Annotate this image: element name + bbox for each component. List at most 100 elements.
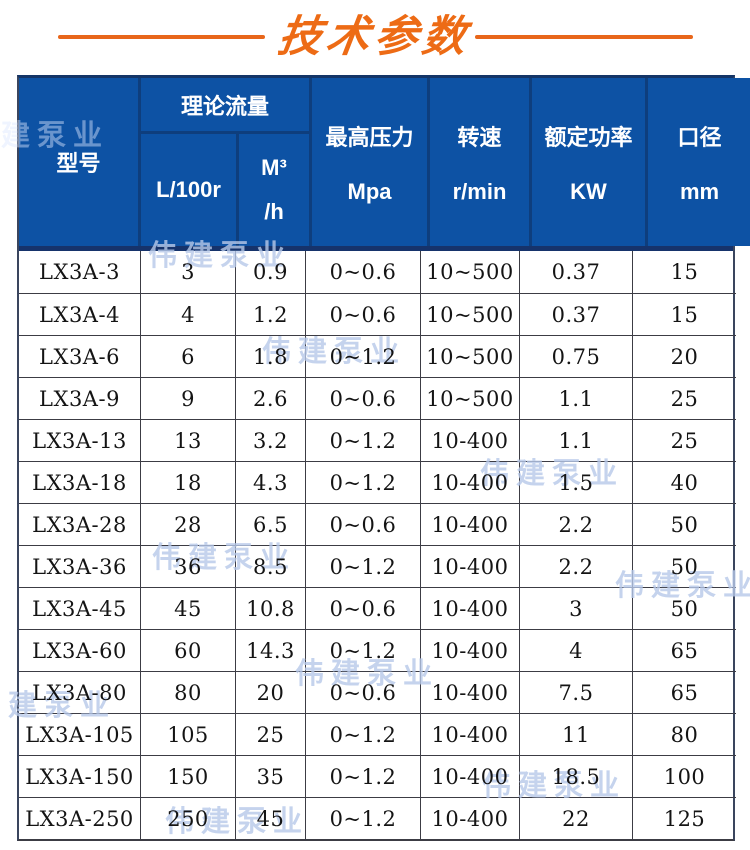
header-flow-m3-label: M³ [261,155,287,180]
cell-flow-m3h: 4.3 [235,461,305,503]
cell-flow-m3h: 25 [235,713,305,755]
cell-pressure: 0~0.6 [305,293,420,335]
cell-model: LX3A-6 [19,335,140,377]
title-rule-left [58,35,265,39]
cell-model: LX3A-150 [19,755,140,797]
header-flow-m3h: M³ /h [239,134,309,246]
cell-bore: 25 [632,419,736,461]
table-row: LX3A-105 105 25 0~1.2 10-400 11 80 [19,713,736,755]
page-header: 技术参数 [0,0,750,70]
cell-flow-l100r: 80 [140,671,235,713]
cell-speed: 10~500 [420,251,519,293]
cell-power: 3 [519,587,632,629]
table-row: LX3A-80 80 20 0~0.6 10-400 7.5 65 [19,671,736,713]
cell-speed: 10-400 [420,461,519,503]
header-power-label: 额定功率 [544,124,633,150]
cell-model: LX3A-3 [39,260,120,284]
cell-pressure: 0~1.2 [305,461,420,503]
cell-flow-m3h: 35 [235,755,305,797]
table-row: LX3A-60 60 14.3 0~1.2 10-400 4 65 [19,629,736,671]
cell-pressure: 0~1.2 [305,419,420,461]
cell-power: 2.2 [519,503,632,545]
cell-power: 0.37 [519,251,632,293]
cell-pressure: 0~1.2 [305,797,420,839]
cell-model: LX3A-80 [19,671,140,713]
cell-speed: 10~500 [420,335,519,377]
cell-flow-m3h: 3.2 [235,419,305,461]
cell-flow-l100r: 150 [140,755,235,797]
header-model: 型号 [19,78,138,246]
cell-pressure: 0~0.6 [305,377,420,419]
cell-flow-l100r: 18 [140,461,235,503]
cell-model: LX3A-60 [19,629,140,671]
table-body: LX3A-3 3 0.9 0~0.6 10~500 0.37 15 LX3A-4… [19,251,736,839]
table-row: LX3A-4 4 1.2 0~0.6 10~500 0.37 15 [19,293,736,335]
cell-speed: 10-400 [420,419,519,461]
cell-flow-m3h: 14.3 [235,629,305,671]
header-flow-l100r: L/100r [141,134,236,246]
cell-flow-l100r: 3 [140,251,235,293]
cell-bore: 50 [632,545,736,587]
header-power: 额定功率 KW [532,78,645,246]
cell-model: LX3A-36 [19,545,140,587]
cell-model: LX3A-13 [19,419,140,461]
cell-bore: 40 [632,461,736,503]
cell-flow-l100r: 13 [140,419,235,461]
cell-pressure: 0~0.6 [305,671,420,713]
cell-flow-l100r: 45 [140,587,235,629]
cell-speed: 10-400 [420,755,519,797]
cell-speed: 10-400 [420,545,519,587]
table-row: LX3A-18 18 4.3 0~1.2 10-400 1.5 40 [19,461,736,503]
cell-power: 0.37 [519,293,632,335]
cell-speed: 10-400 [420,797,519,839]
header-bore-unit: mm [679,178,720,204]
cell-bore: 65 [632,629,736,671]
table-row: LX3A-36 36 8.5 0~1.2 10-400 2.2 50 [19,545,736,587]
table-header: 型号 理论流量 L/100r M³ /h 最高压力 Mpa 转速 r/min 额… [19,78,750,251]
cell-power: 0.75 [519,335,632,377]
cell-power: 22 [519,797,632,839]
cell-bore: 80 [632,713,736,755]
table-row: LX3A-150 150 35 0~1.2 10-400 18.5 100 [19,755,736,797]
cell-flow-l100r: 36 [140,545,235,587]
cell-pressure: 0~0.6 [305,503,420,545]
header-power-unit: KW [570,178,607,204]
table-row: LX3A-250 250 45 0~1.2 10-400 22 125 [19,797,736,839]
cell-pressure: 0~1.2 [305,335,420,377]
cell-flow-m3h: 1.8 [235,335,305,377]
cell-power: 1.5 [519,461,632,503]
cell-pressure: 0~1.2 [305,755,420,797]
cell-model: LX3A-45 [19,587,140,629]
cell-flow-l100r: 60 [140,629,235,671]
cell-bore: 15 [632,293,736,335]
cell-flow-m3h: 2.6 [235,377,305,419]
cell-bore: 100 [632,755,736,797]
cell-power: 2.2 [519,545,632,587]
cell-model: LX3A-4 [19,293,140,335]
table-row: LX3A-3 3 0.9 0~0.6 10~500 0.37 15 [19,251,733,293]
cell-pressure: 0~1.2 [305,713,420,755]
cell-model: LX3A-18 [19,461,140,503]
cell-power: 11 [519,713,632,755]
cell-bore: 125 [632,797,736,839]
table-row: LX3A-28 28 6.5 0~0.6 10-400 2.2 50 [19,503,736,545]
cell-flow-m3h: 10.8 [235,587,305,629]
cell-power: 4 [519,629,632,671]
table-row: LX3A-45 45 10.8 0~0.6 10-400 3 50 [19,587,736,629]
cell-bore: 50 [632,503,736,545]
cell-speed: 10~500 [420,377,519,419]
cell-flow-m3h: 1.2 [235,293,305,335]
cell-flow-l100r: 9 [140,377,235,419]
header-flow-l100r-label: L/100r [156,177,221,202]
cell-flow-l100r: 105 [140,713,235,755]
header-flow-group: 理论流量 [141,78,309,131]
cell-bore: 15 [632,251,736,293]
cell-flow-m3h: 45 [235,797,305,839]
cell-bore: 20 [632,335,736,377]
spec-table: 型号 理论流量 L/100r M³ /h 最高压力 Mpa 转速 r/min 额… [17,75,750,841]
cell-model: LX3A-28 [19,503,140,545]
table-row: LX3A-6 6 1.8 0~1.2 10~500 0.75 20 [19,335,736,377]
table-row: LX3A-9 9 2.6 0~0.6 10~500 1.1 25 [19,377,736,419]
header-model-label: 型号 [56,151,101,176]
